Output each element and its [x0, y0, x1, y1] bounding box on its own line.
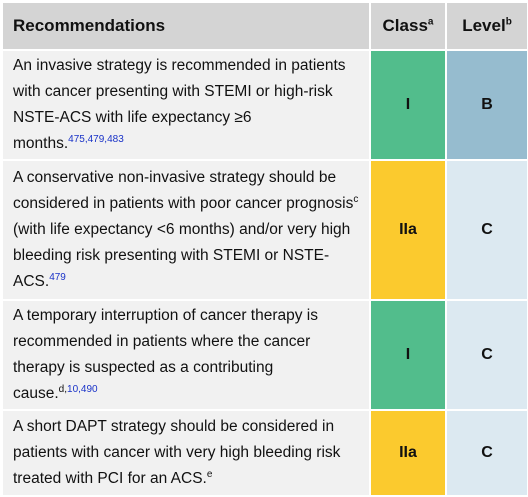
recommendation-text: A temporary interruption of cancer thera… [13, 307, 318, 402]
level-cell: C [445, 409, 528, 497]
header-level: Levelb [445, 1, 528, 51]
row: A conservative non-invasive strategy sho… [1, 159, 528, 301]
footnote-mark: e [206, 468, 213, 480]
recommendation-cell: A conservative non-invasive strategy sho… [1, 159, 371, 301]
row: An invasive strategy is recommended in p… [1, 49, 528, 161]
reference: 475,479,483 [68, 133, 124, 145]
header-class-note: a [427, 16, 434, 28]
recommendation-cell: A temporary interruption of cancer thera… [1, 299, 371, 411]
recommendation-text: A short DAPT strategy should be consider… [13, 418, 341, 487]
level-cell: C [445, 159, 528, 301]
recommendation-cell: An invasive strategy is recommended in p… [1, 49, 371, 161]
reference: 479 [49, 271, 66, 283]
recommendation-text: An invasive strategy is recommended in p… [13, 57, 346, 152]
recommendation-cell: A short DAPT strategy should be consider… [1, 409, 371, 497]
footnote-mark: c [353, 193, 359, 205]
class-cell: I [369, 299, 447, 411]
header-level-text: Level [462, 16, 506, 35]
table-body: An invasive strategy is recommended in p… [1, 49, 528, 497]
row: A temporary interruption of cancer thera… [1, 299, 528, 411]
level-cell: B [445, 49, 528, 161]
level-cell: C [445, 299, 528, 411]
recommendation-text: (with life expectancy <6 months) and/or … [13, 221, 351, 290]
recommendation-text: A conservative non-invasive strategy sho… [13, 169, 354, 212]
header-level-note: b [505, 16, 512, 28]
footnote-mark: d, [58, 383, 68, 395]
reference: 10,490 [67, 383, 98, 395]
header-class-text: Class [382, 16, 428, 35]
header-row: Recommendations Classa Levelb [1, 1, 528, 51]
class-cell: I [369, 49, 447, 161]
row: A short DAPT strategy should be consider… [1, 409, 528, 497]
class-cell: IIa [369, 159, 447, 301]
header-class: Classa [369, 1, 447, 51]
class-cell: IIa [369, 409, 447, 497]
header-recommendations: Recommendations [1, 1, 371, 51]
